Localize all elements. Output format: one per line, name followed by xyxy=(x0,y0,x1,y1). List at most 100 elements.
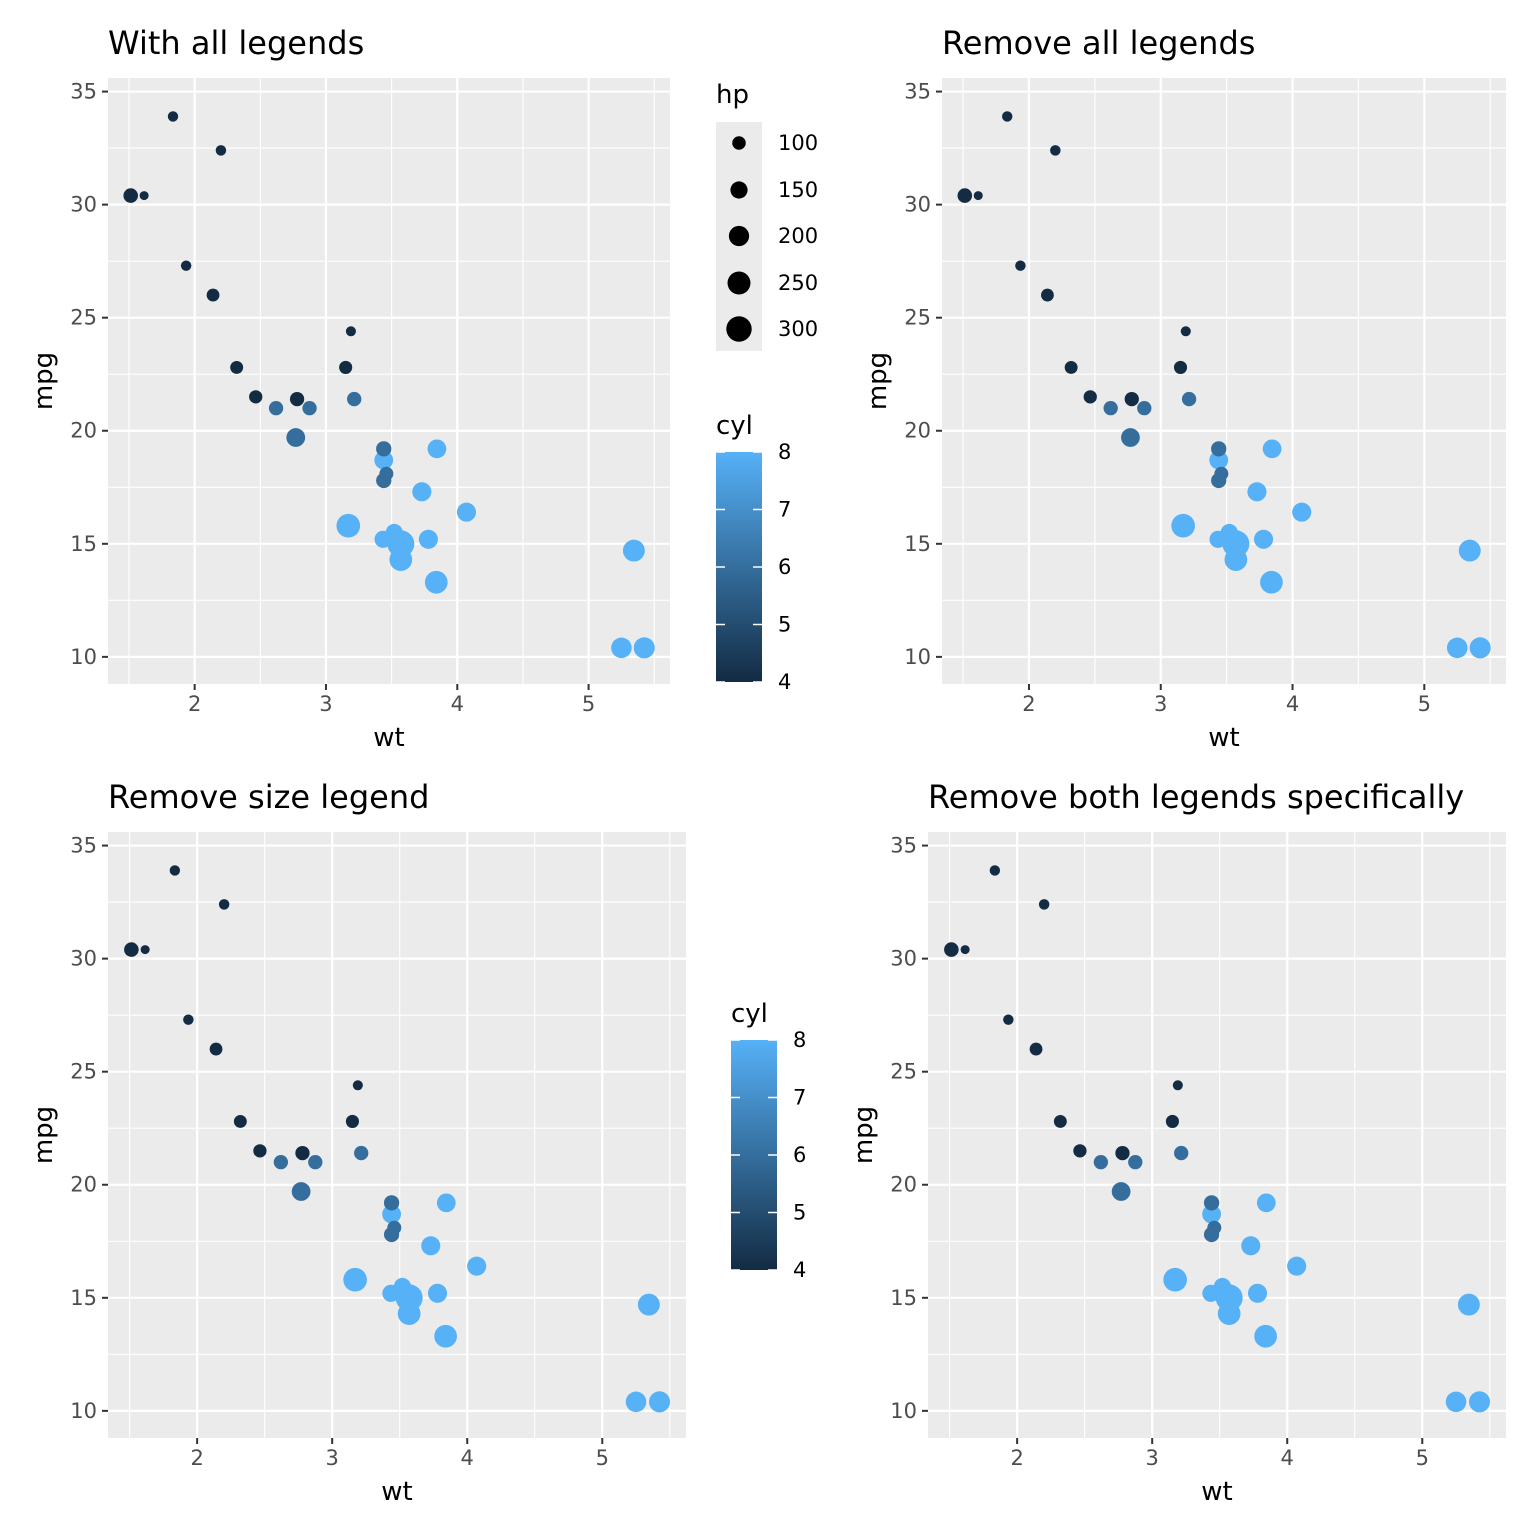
data-point xyxy=(295,1145,310,1161)
y-tick-label: 15 xyxy=(904,532,931,556)
y-tick-label: 10 xyxy=(890,1399,917,1423)
data-point xyxy=(382,1204,401,1224)
color-legend-label: 5 xyxy=(793,1201,806,1225)
data-point xyxy=(427,439,447,459)
data-point xyxy=(1247,1283,1268,1303)
y-tick-label: 15 xyxy=(70,532,97,556)
x-tick-label: 4 xyxy=(461,1446,474,1470)
y-tick-label: 35 xyxy=(890,834,917,858)
data-point xyxy=(1254,1324,1277,1348)
y-tick-label: 15 xyxy=(70,1286,97,1310)
data-point xyxy=(1171,513,1195,538)
x-tick-label: 4 xyxy=(451,692,464,716)
y-tick-label: 30 xyxy=(890,947,917,971)
data-point xyxy=(1446,637,1468,659)
data-point xyxy=(376,472,392,489)
size-legend-label: 100 xyxy=(778,131,818,155)
data-point xyxy=(1181,391,1197,407)
data-point xyxy=(382,1284,400,1302)
data-point xyxy=(1163,1267,1187,1292)
data-point xyxy=(1128,1154,1143,1170)
data-point xyxy=(1015,260,1026,271)
data-point xyxy=(354,1145,369,1161)
data-point xyxy=(180,260,192,271)
data-point xyxy=(1202,1204,1221,1224)
y-tick-label: 10 xyxy=(70,1399,97,1423)
data-point xyxy=(1215,1284,1243,1312)
data-point xyxy=(1287,1256,1307,1276)
x-axis-label: wt xyxy=(381,1477,412,1507)
data-point xyxy=(1457,1293,1480,1316)
data-point xyxy=(343,1267,367,1292)
y-axis-label: mpg xyxy=(863,352,893,410)
data-point xyxy=(611,637,632,659)
y-tick-label: 25 xyxy=(70,306,97,330)
data-point xyxy=(973,191,983,201)
data-point xyxy=(1165,1114,1179,1128)
data-point xyxy=(957,188,973,203)
color-legend-label: 5 xyxy=(778,613,791,637)
x-axis-label: wt xyxy=(373,723,404,753)
y-tick-label: 20 xyxy=(904,419,931,443)
data-point xyxy=(424,570,448,594)
data-point xyxy=(183,1014,194,1025)
data-point xyxy=(1050,145,1061,156)
data-point xyxy=(427,1283,448,1303)
data-point xyxy=(1172,1080,1183,1091)
data-point xyxy=(289,391,305,407)
data-point xyxy=(1202,1284,1220,1302)
data-point xyxy=(1203,1226,1220,1243)
data-point xyxy=(418,529,438,549)
data-point xyxy=(167,111,179,122)
data-point xyxy=(1053,1114,1067,1128)
data-point xyxy=(456,502,477,522)
data-point xyxy=(1137,400,1152,416)
x-axis-label: wt xyxy=(1208,723,1239,753)
data-point xyxy=(383,1195,400,1211)
color-legend-label: 7 xyxy=(793,1086,806,1110)
data-point xyxy=(637,1293,660,1316)
data-point xyxy=(347,391,362,407)
chart-title: Remove both legends specifically xyxy=(928,778,1464,816)
data-point xyxy=(395,1284,423,1312)
size-legend-key xyxy=(730,181,748,199)
data-point xyxy=(1247,482,1267,502)
data-point xyxy=(209,1042,223,1056)
data-point xyxy=(1262,439,1282,459)
size-legend-title: hp xyxy=(716,80,749,110)
size-legend-label: 250 xyxy=(778,271,818,295)
panel-4: Remove both legends specifically 2 3 4 5 10 15… xyxy=(849,778,1506,1507)
data-point xyxy=(253,1144,267,1158)
data-point xyxy=(960,945,970,955)
y-tick-label: 25 xyxy=(904,306,931,330)
data-point xyxy=(374,450,394,470)
plot-panel xyxy=(108,78,670,684)
x-tick-label: 5 xyxy=(1418,692,1431,716)
x-tick-label: 3 xyxy=(1145,1446,1158,1470)
size-legend-key xyxy=(728,225,750,247)
data-point xyxy=(286,428,306,447)
data-point xyxy=(1468,1391,1491,1413)
y-tick-label: 30 xyxy=(904,193,931,217)
x-tick-label: 2 xyxy=(1010,1446,1023,1470)
x-tick-label: 2 xyxy=(1022,692,1035,716)
y-axis-label: mpg xyxy=(29,1106,59,1164)
x-tick-label: 4 xyxy=(1286,692,1299,716)
data-point xyxy=(230,360,244,374)
data-point xyxy=(1253,529,1274,549)
y-tick-label: 30 xyxy=(70,947,97,971)
color-legend-label: 6 xyxy=(778,555,791,579)
data-point xyxy=(467,1256,487,1276)
size-legend-key xyxy=(726,316,752,342)
data-point xyxy=(434,1324,457,1348)
x-tick-label: 5 xyxy=(596,1446,609,1470)
data-point xyxy=(215,145,227,156)
y-tick-label: 35 xyxy=(70,80,97,104)
data-point xyxy=(233,1114,247,1128)
data-point xyxy=(139,191,149,201)
y-tick-label: 30 xyxy=(70,193,97,217)
x-axis-label: wt xyxy=(1201,1477,1232,1507)
data-point xyxy=(339,360,353,374)
data-point xyxy=(1038,899,1050,910)
data-point xyxy=(291,1182,311,1201)
